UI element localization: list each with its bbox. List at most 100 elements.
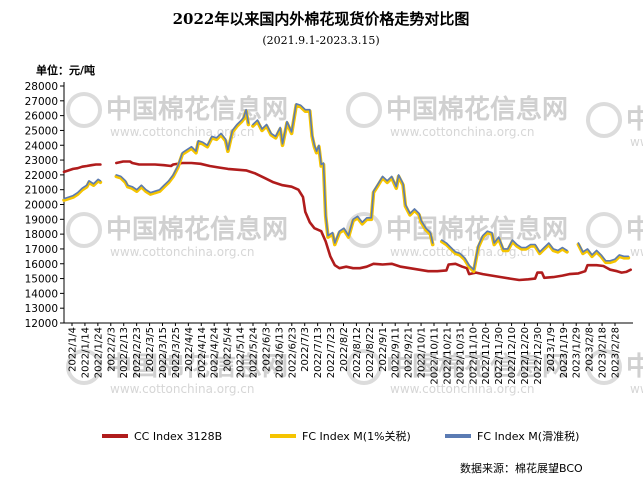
x-tick-label: 2022/2/23	[132, 327, 143, 378]
watermark-url: www.cottonchina.org.cn	[390, 382, 534, 396]
watermark-url: www.cottonchina.org.cn	[630, 135, 643, 149]
x-tick-label: 2022/6/3	[261, 327, 272, 372]
y-tick-label: 18000	[25, 229, 58, 241]
x-tick-label: 2022/1/24	[93, 327, 104, 378]
legend-label: CC Index 3128B	[134, 430, 222, 443]
x-tick-label: 2022/11/20	[481, 327, 492, 385]
x-tick-label: 2022/12/30	[533, 327, 544, 385]
legend: CC Index 3128B FC Index M(1%关税) FC Index M…	[102, 429, 579, 443]
x-tick-label: 2023/2/18	[598, 327, 609, 378]
x-tick-label: 2022/3/15	[158, 327, 169, 378]
x-tick-label: 2022/8/22	[365, 327, 376, 378]
x-tick-label: 2022/11/10	[468, 327, 479, 385]
x-tick-label: 2022/6/23	[287, 327, 298, 378]
source-label: 数据来源：棉花展望BCO	[460, 461, 583, 475]
y-tick-label: 17000	[25, 244, 58, 256]
y-tick-label: 14000	[25, 288, 58, 300]
watermark-url: www.cottonchina.org.cn	[630, 245, 643, 259]
x-tick-label: 2022/10/11	[430, 327, 441, 385]
x-tick-label: 2022/2/13	[119, 327, 130, 378]
x-tick-label: 2023/2/28	[611, 327, 622, 378]
y-tick-label: 28000	[25, 81, 58, 93]
x-tick-label: 2022/4/14	[197, 327, 208, 378]
y-tick-label: 12000	[25, 318, 58, 330]
x-tick-label: 2022/6/13	[274, 327, 285, 378]
x-tick-label: 2022/5/4	[223, 327, 234, 372]
y-tick-label: 23000	[25, 155, 58, 167]
watermark-logo-icon	[66, 92, 102, 128]
x-tick-label: 2022/3/5	[145, 327, 156, 372]
legend-label: FC Index M(滑准税)	[477, 429, 579, 443]
watermark-name: 中国棉花信息网	[386, 351, 568, 382]
watermark-name: 中国棉花信息网	[106, 351, 288, 382]
watermark-logo-icon	[346, 212, 382, 248]
plot-area	[62, 103, 632, 282]
watermark-logo-icon	[66, 212, 102, 248]
x-tick-label: 2022/1/4	[68, 327, 79, 372]
legend-label: FC Index M(1%关税)	[302, 429, 411, 443]
x-tick-label: 2022/8/12	[352, 327, 363, 378]
x-tick-label: 2023/2/8	[585, 327, 596, 372]
x-tick-label: 2022/9/21	[404, 327, 415, 378]
x-tick-label: 2022/9/11	[391, 327, 402, 378]
y-tick-label: 22000	[25, 170, 58, 182]
x-tick-label: 2022/12/10	[507, 327, 518, 385]
x-tick-label: 2023/1/9	[546, 327, 557, 372]
x-tick-label: 2022/2/3	[106, 327, 117, 372]
x-tick-label: 2022/12/20	[520, 327, 531, 385]
y-tick-label: 26000	[25, 111, 58, 123]
y-tick-label: 20000	[25, 200, 58, 212]
x-tick-label: 2022/3/25	[171, 327, 182, 378]
watermark-logo-icon	[586, 349, 622, 385]
watermark-name: 中国棉花信息网	[386, 214, 568, 245]
y-tick-label: 24000	[25, 140, 58, 152]
chart-subtitle: (2021.9.1-2023.3.15)	[262, 34, 379, 47]
x-tick-label: 2022/7/13	[313, 327, 324, 378]
watermark-url: www.cottonchina.org.cn	[390, 245, 534, 259]
series-line-3	[63, 103, 630, 271]
watermark-logo-icon	[586, 102, 622, 138]
chart-title: 2022年以来国内外棉花现货价格走势对比图	[173, 10, 470, 28]
x-tick-label: 2022/9/1	[378, 327, 389, 372]
x-tick-label: 2022/10/31	[455, 327, 466, 385]
watermark-name: 中国棉花信息网	[106, 94, 288, 125]
watermark-name: 中国棉花信息网	[626, 214, 643, 245]
x-tick-label: 2022/1/14	[80, 327, 91, 378]
y-tick-label: 19000	[25, 214, 58, 226]
x-tick-label: 2022/7/3	[300, 327, 311, 372]
watermark-name: 中国棉花信息网	[106, 214, 288, 245]
x-tick-label: 2022/4/4	[184, 327, 195, 372]
watermark-logo-icon	[586, 212, 622, 248]
y-tick-label: 25000	[25, 125, 58, 137]
legend-item-3: FC Index M(滑准税)	[445, 429, 579, 443]
legend-item-2: FC Index M(1%关税)	[270, 429, 411, 443]
x-tick-label: 2022/5/24	[249, 327, 260, 378]
y-tick-label: 15000	[25, 274, 58, 286]
watermark-name: 中国棉花信息网	[386, 94, 568, 125]
y-tick-label: 16000	[25, 259, 58, 271]
x-tick-label: 2022/10/21	[442, 327, 453, 385]
x-tick-label: 2022/5/14	[236, 327, 247, 378]
watermark-url: www.cottonchina.org.cn	[110, 382, 254, 396]
x-tick-label: 2022/8/2	[339, 327, 350, 372]
watermark-logo-icon	[66, 349, 102, 385]
unit-label: 单位：元/吨	[36, 63, 95, 77]
watermark-name: 中国棉花信息网	[626, 351, 643, 382]
watermark-url: www.cottonchina.org.cn	[110, 245, 254, 259]
axes: 12000 13000 14000 15000 16000 17000 18000 19000…	[25, 81, 633, 385]
legend-item-1: CC Index 3128B	[102, 430, 222, 443]
watermark-logo-icon	[346, 349, 382, 385]
y-tick-label: 13000	[25, 303, 58, 315]
watermark-url: www.cottonchina.org.cn	[630, 382, 643, 396]
watermark-name: 中国棉花信息网	[626, 104, 643, 135]
x-tick-label: 2023/1/29	[572, 327, 583, 378]
y-tick-label: 27000	[25, 96, 58, 108]
